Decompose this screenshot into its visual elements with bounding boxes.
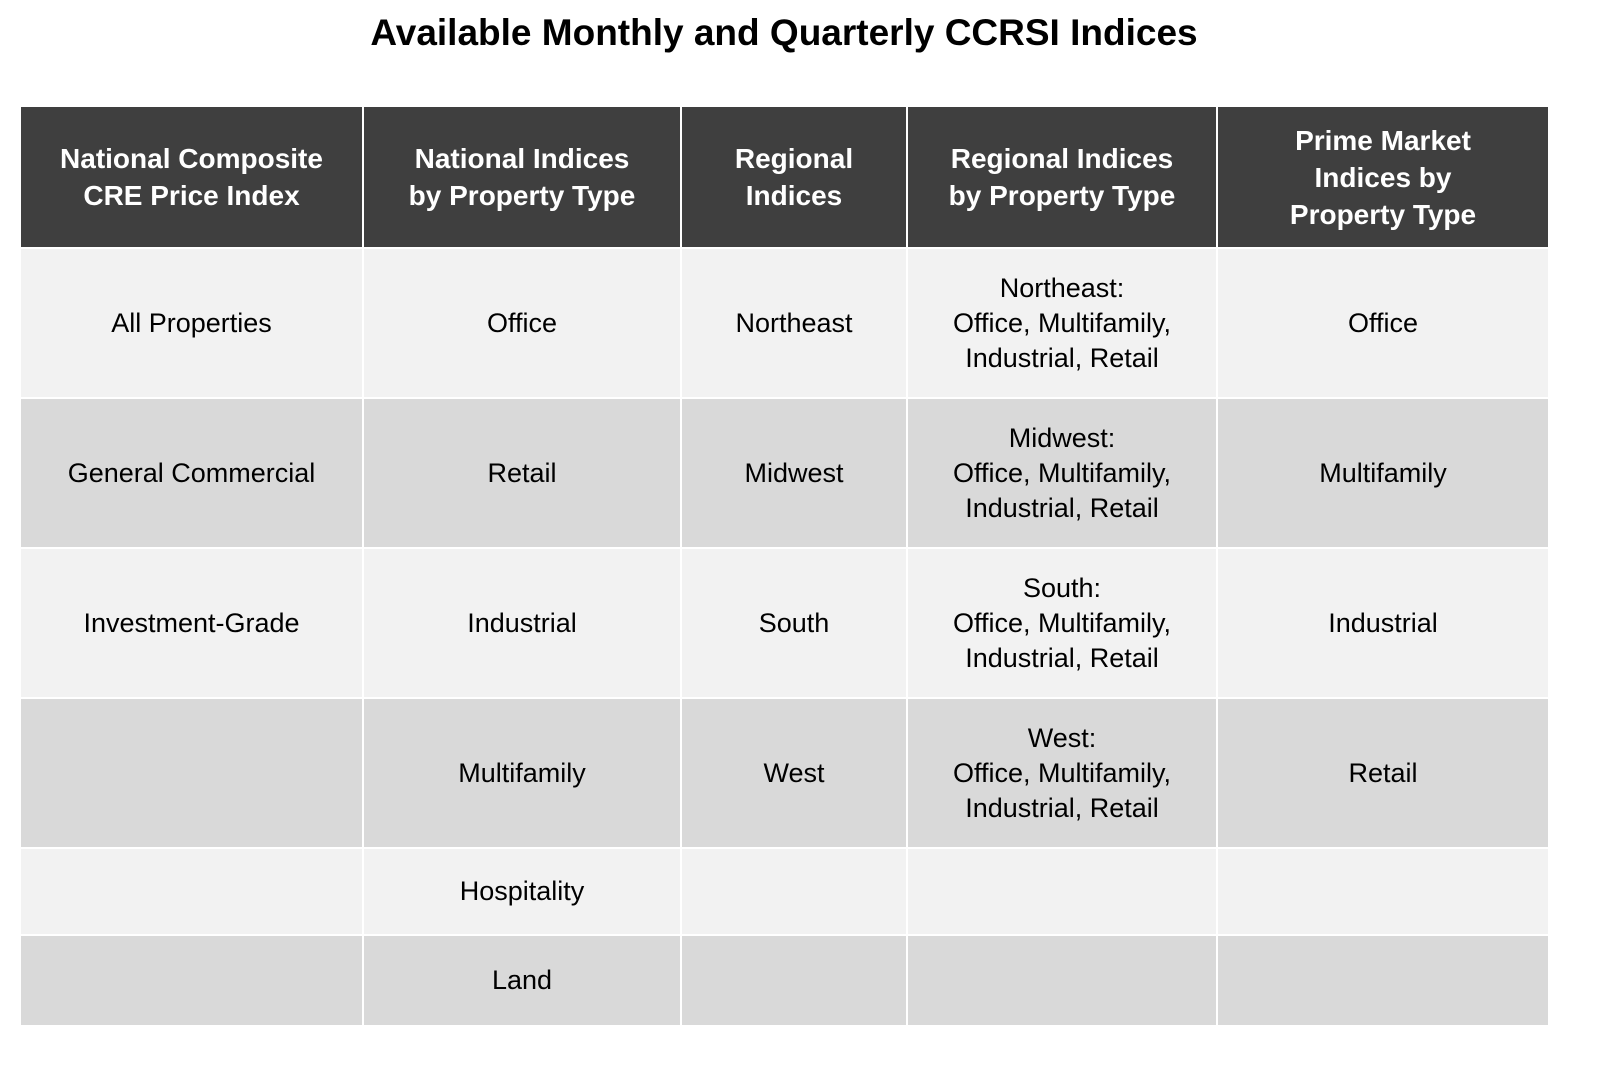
cell-line: West: [1027,722,1097,753]
cell-line: Industrial, Retail [965,642,1159,673]
table-cell-regional: South [680,547,908,699]
table-cell-regional: Northeast [680,247,908,399]
table-cell-national-composite [19,697,364,849]
table-cell-national-composite [19,847,364,936]
table-cell-prime-market: Multifamily [1216,397,1550,549]
table-cell-regional-by-type: South: Office, Multifamily, Industrial, Re… [906,547,1218,699]
table-cell-national-by-type: Office [362,247,682,399]
table-row: All Properties Office Northeast Northeast: O… [19,247,1550,399]
table-cell-regional [680,847,908,936]
table-cell-regional-by-type [906,847,1218,936]
ccrsi-indices-table: National Composite CRE Price Index Nation… [19,105,1550,1027]
cell-line: Industrial, Retail [965,792,1159,823]
cell-line: Midwest: [1008,422,1116,453]
table-cell-national-by-type: Industrial [362,547,682,699]
table-cell-prime-market [1216,934,1550,1027]
table-cell-regional [680,934,908,1027]
header-row: National Composite CRE Price Index Nation… [19,105,1550,249]
table-cell-national-by-type: Multifamily [362,697,682,849]
cell-line: Office, Multifamily, [952,457,1172,488]
column-header-regional: Regional Indices [680,105,908,249]
table-cell-prime-market [1216,847,1550,936]
table-cell-regional: West [680,697,908,849]
column-header-regional-by-type: Regional Indices by Property Type [906,105,1218,249]
table-cell-national-composite: Investment-Grade [19,547,364,699]
cell-line: Industrial, Retail [965,342,1159,373]
table-cell-national-composite [19,934,364,1027]
table-row: Investment-Grade Industrial South South: Off… [19,547,1550,699]
table-cell-national-composite: General Commercial [19,397,364,549]
table-cell-prime-market: Industrial [1216,547,1550,699]
cell-line: Northeast: [999,272,1125,303]
cell-line: Office, Multifamily, [952,607,1172,638]
column-header-national-by-type: National Indices by Property Type [362,105,682,249]
cell-line: South: [1022,572,1102,603]
table-row: Hospitality [19,847,1550,936]
cell-line: Office, Multifamily, [952,757,1172,788]
table-cell-regional-by-type: West: Office, Multifamily, Industrial, Ret… [906,697,1218,849]
cell-line: Industrial, Retail [965,492,1159,523]
table-cell-national-by-type: Land [362,934,682,1027]
table-cell-prime-market: Office [1216,247,1550,399]
table-cell-regional-by-type: Northeast: Office, Multifamily, Industrial… [906,247,1218,399]
cell-line: Office, Multifamily, [952,307,1172,338]
table-cell-regional: Midwest [680,397,908,549]
page-title: Available Monthly and Quarterly CCRSI In… [370,12,1198,53]
table-cell-regional-by-type: Midwest: Office, Multifamily, Industrial, … [906,397,1218,549]
table-cell-national-composite: All Properties [19,247,364,399]
table-cell-prime-market: Retail [1216,697,1550,849]
table-cell-national-by-type: Hospitality [362,847,682,936]
table-row: General Commercial Retail Midwest Midwest: O… [19,397,1550,549]
column-header-national-composite: National Composite CRE Price Index [19,105,364,249]
table-cell-national-by-type: Retail [362,397,682,549]
table-cell-regional-by-type [906,934,1218,1027]
column-header-prime-market: Prime Market Indices by Property Type [1216,105,1550,249]
table-row: Multifamily West West: Office, Multifamily,… [19,697,1550,849]
table-row: Land [19,934,1550,1027]
